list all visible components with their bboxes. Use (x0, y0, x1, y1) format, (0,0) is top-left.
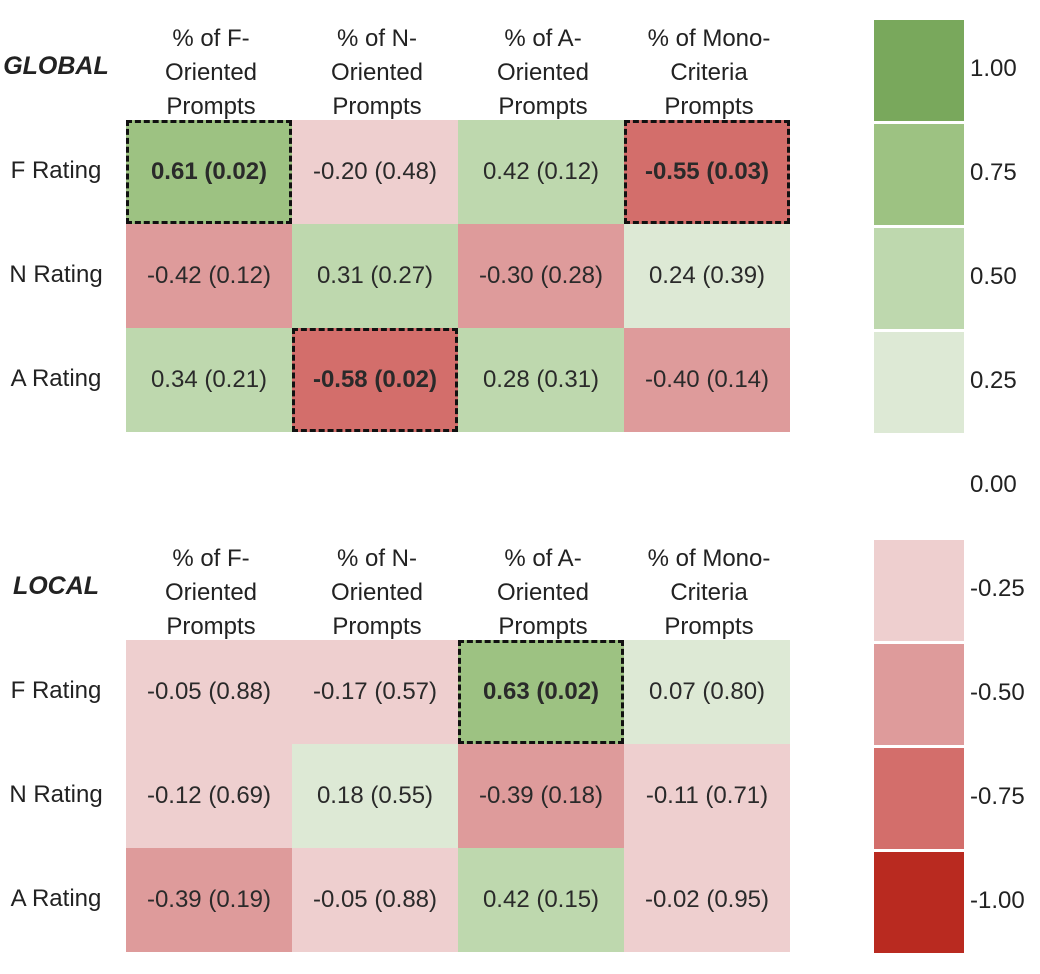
colorbar-tick-label: 0.75 (970, 159, 1017, 186)
heatmap-cell: 0.28 (0.31) (458, 328, 624, 432)
global-heatmap: GLOBAL % of F- Oriented Prompts % of N- Ori… (0, 12, 800, 452)
colorbar-segment (874, 540, 964, 641)
colorbar: 1.00 0.75 0.50 0.25 0.00 -0.25 -0.50 -0.75 -1.00 (874, 20, 1040, 953)
heatmap-cell: -0.11 (0.71) (624, 744, 790, 848)
colorbar-segment (874, 748, 964, 849)
heatmap-cell: 0.07 (0.80) (624, 640, 790, 744)
row-label: F Rating (10, 677, 102, 704)
heatmap-cell: -0.39 (0.19) (126, 848, 292, 952)
column-header: % of Mono- Criteria Prompts (647, 545, 771, 640)
column-header: % of Mono- Criteria Prompts (647, 25, 771, 120)
colorbar-tick-label: -1.00 (970, 887, 1025, 914)
heatmap-cell: 0.31 (0.27) (292, 224, 458, 328)
heatmap-cell: 0.42 (0.12) (458, 120, 624, 224)
colorbar-tick-label: 0.00 (970, 471, 1017, 498)
column-header: % of A- Oriented Prompts (496, 545, 590, 640)
colorbar-segment (874, 20, 964, 121)
column-header: % of N- Oriented Prompts (330, 545, 424, 640)
colorbar-segment (874, 228, 964, 329)
colorbar-segment (874, 852, 964, 953)
heatmap-cell: 0.34 (0.21) (126, 328, 292, 432)
heatmap-cell: -0.40 (0.14) (624, 328, 790, 432)
heatmap-cell: -0.30 (0.28) (458, 224, 624, 328)
colorbar-segment (874, 332, 964, 433)
row-label: A Rating (10, 885, 102, 912)
row-label: N Rating (9, 261, 103, 288)
heatmap-cell: -0.55 (0.03) (624, 120, 790, 224)
colorbar-tick-label: 0.25 (970, 367, 1017, 394)
column-header: % of F- Oriented Prompts (164, 545, 258, 640)
heatmap-cell: 0.24 (0.39) (624, 224, 790, 328)
row-label: N Rating (9, 781, 103, 808)
heatmap-cell: -0.05 (0.88) (126, 640, 292, 744)
heatmap-cell: -0.17 (0.57) (292, 640, 458, 744)
colorbar-tick-label: -0.25 (970, 575, 1025, 602)
heatmap-cell: 0.18 (0.55) (292, 744, 458, 848)
row-label: A Rating (10, 365, 102, 392)
heatmap-cell: -0.02 (0.95) (624, 848, 790, 952)
heatmap-cell: -0.20 (0.48) (292, 120, 458, 224)
heatmap-cell: 0.61 (0.02) (126, 120, 292, 224)
colorbar-segment (874, 644, 964, 745)
heatmap-cell: -0.42 (0.12) (126, 224, 292, 328)
colorbar-tick-label: -0.75 (970, 783, 1025, 810)
column-header: % of F- Oriented Prompts (164, 25, 258, 120)
local-heatmap: LOCAL % of F- Oriented Prompts % of N- Orie… (0, 532, 800, 972)
heatmap-cell: 0.63 (0.02) (458, 640, 624, 744)
colorbar-tick-label: -0.50 (970, 679, 1025, 706)
heatmap-cell: -0.39 (0.18) (458, 744, 624, 848)
column-header: % of A- Oriented Prompts (496, 25, 590, 120)
panel-title: LOCAL (12, 572, 100, 600)
colorbar-tick-label: 0.50 (970, 263, 1017, 290)
heatmap-cell: -0.12 (0.69) (126, 744, 292, 848)
heatmap-cell: -0.05 (0.88) (292, 848, 458, 952)
panel-title: GLOBAL (3, 52, 109, 80)
heatmap-cell: -0.58 (0.02) (292, 328, 458, 432)
heatmap-cell: 0.42 (0.15) (458, 848, 624, 952)
colorbar-segment (874, 124, 964, 225)
row-label: F Rating (10, 157, 102, 184)
colorbar-tick-label: 1.00 (970, 55, 1017, 82)
column-header: % of N- Oriented Prompts (330, 25, 424, 120)
